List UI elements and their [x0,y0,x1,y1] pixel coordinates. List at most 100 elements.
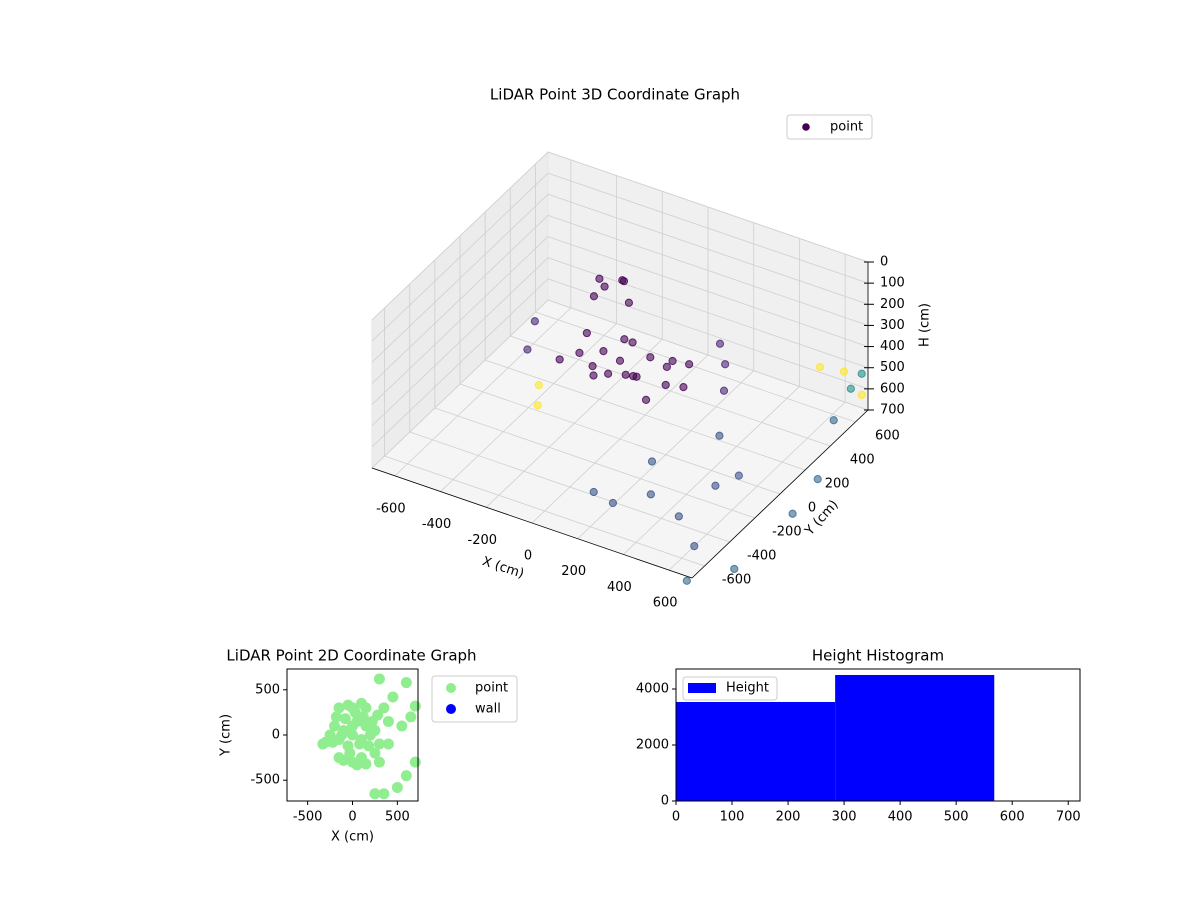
x-axis [371,467,693,579]
grid-line [459,383,781,495]
point [405,711,417,723]
chart-title: Height Histogram [812,647,944,665]
point [347,756,358,768]
y-tick-label: 0 [272,728,280,743]
grid-line [485,359,806,471]
point [360,758,372,770]
point [604,369,613,378]
x-tick-label: 200 [561,564,586,579]
point [400,677,412,689]
point [396,720,408,732]
point [719,386,729,395]
point [354,738,366,750]
point [619,277,629,286]
point [679,383,688,392]
point [344,747,356,759]
point [846,384,855,393]
legend-label: point [475,681,508,696]
point [369,724,381,736]
y-tick-label: 200 [825,477,850,492]
point [382,738,394,750]
point [391,781,403,793]
point [734,471,743,480]
y-tick-label: 0 [808,501,816,516]
x-tick-label: 0 [348,810,356,825]
point [382,715,394,727]
x-tick-label: 500 [944,810,969,825]
point [662,362,671,371]
point [523,345,532,354]
z-tick-label: 100 [880,276,905,291]
point [373,756,385,768]
point [682,576,691,585]
grid-line [371,215,549,384]
legend-label: point [830,120,863,135]
grid-line [510,335,831,447]
point [715,339,725,348]
point [400,770,412,782]
point [621,370,630,379]
x-tick-label: 100 [720,810,745,825]
point [690,542,699,551]
point [674,512,683,521]
x-axis-label: X (cm) [331,830,374,845]
point [595,274,604,283]
point [533,401,542,410]
y-tick-label: 500 [255,682,280,697]
x-axis-label: X (cm) [480,554,526,582]
point [355,697,367,709]
point [530,317,539,326]
point [409,700,421,712]
z-tick-label: 700 [880,403,905,418]
y-tick-label: -400 [747,549,777,564]
point [378,788,390,800]
point [333,752,345,764]
point [641,395,651,404]
z-tick-label: 600 [880,381,905,396]
grid-line [434,407,755,519]
y-tick-label: -200 [772,525,802,540]
point [330,711,342,723]
plot-frame [675,668,1081,802]
point [646,353,655,362]
point [363,740,375,752]
legend-box [682,676,778,701]
grid-line [547,193,869,305]
y-tick-label: 600 [875,429,900,444]
legend-label: Height [726,681,769,696]
x-tick-label: 0 [672,810,680,825]
legend-label: wall [475,702,501,717]
grid-line [409,431,730,543]
point [839,367,849,376]
point [589,487,598,497]
grid-line [371,193,549,363]
point [624,298,634,307]
x-tick-label: 200 [776,810,801,825]
point [347,729,358,741]
y-axis [691,409,869,579]
y-tick-label: -500 [250,773,280,788]
point [409,756,421,768]
bar [835,674,995,801]
point [629,372,638,381]
grid-line [371,236,549,405]
z-tick-label: 500 [880,360,905,375]
point [589,292,599,301]
point [588,362,597,371]
x-tick-label: -600 [376,501,406,516]
point [715,431,724,440]
point [373,673,385,685]
y-tick-label: 400 [850,453,875,468]
x-tick-label: 600 [653,596,678,611]
point [599,347,608,356]
point [813,475,822,484]
grid-line [371,151,549,321]
x-tick-label: -200 [468,533,498,548]
x-tick-label: 400 [888,810,913,825]
x-tick-label: -500 [293,810,323,825]
x-tick-label: 700 [1056,810,1081,825]
legend-box [431,675,518,723]
point [646,490,655,499]
point [347,720,358,732]
